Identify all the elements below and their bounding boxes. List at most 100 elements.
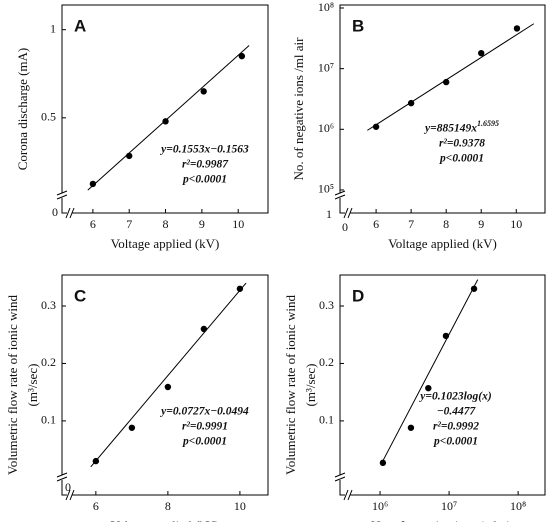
- panel-label: D: [352, 286, 364, 305]
- y-tick-label: 0.3: [41, 298, 56, 312]
- data-point: [236, 285, 244, 292]
- axis-break-gap: [59, 193, 65, 198]
- data-point: [513, 25, 521, 32]
- axis-break-gap: [337, 475, 343, 480]
- x-axis-label: Voltage applied (kV): [111, 518, 220, 522]
- fit-annotation: p<0.0001: [439, 153, 484, 165]
- axis-break: [334, 190, 346, 200]
- fit-annotation: y=885149x1.6595: [423, 119, 499, 135]
- x-tick-label: 10: [234, 499, 246, 513]
- data-point: [92, 457, 100, 465]
- x-tick-label: 7: [126, 217, 132, 231]
- data-point: [128, 424, 136, 431]
- x-tick-label: 10: [232, 217, 244, 231]
- origin-label: 0: [52, 205, 58, 219]
- axis-break: [343, 489, 353, 501]
- data-point: [442, 332, 450, 340]
- x-tick-label: 8: [165, 499, 171, 513]
- axis-break-gap: [345, 210, 350, 216]
- x-tick-label: 6: [90, 217, 96, 231]
- x-tick-label: 8: [163, 217, 169, 231]
- data-point: [162, 118, 169, 125]
- fit-line: [90, 282, 247, 468]
- panel-label: C: [74, 286, 86, 305]
- y-axis-label: No. of negative ions /ml air: [291, 37, 306, 181]
- axis-break-gap: [59, 475, 65, 480]
- axis-break-gap: [67, 210, 72, 216]
- y-axis-label: Corona discharge (mA): [15, 48, 30, 171]
- x-tick-label: 6: [93, 499, 99, 513]
- y-tick-label: 0.1: [41, 413, 56, 427]
- data-point: [425, 384, 432, 392]
- fit-annotation: p<0.0001: [433, 436, 478, 448]
- data-point: [126, 152, 133, 160]
- fit-line: [380, 279, 479, 465]
- origin-label: 0: [65, 480, 71, 494]
- data-point: [200, 88, 207, 95]
- x-tick-label: 9: [478, 217, 484, 231]
- x-tick-label: 10: [510, 217, 522, 231]
- axis-break: [334, 472, 346, 482]
- data-point: [407, 99, 415, 107]
- y-tick-label: 10⁸: [318, 0, 334, 14]
- fit-annotation: −0.4477: [437, 406, 477, 418]
- y-tick-label: 10⁶: [318, 121, 334, 135]
- axis-break: [56, 190, 68, 200]
- data-point: [200, 325, 208, 333]
- y-tick-label: 0.1: [319, 413, 334, 427]
- y-tick-label: 0.2: [41, 355, 56, 369]
- fit-annotation: r²=0.9987: [182, 159, 229, 171]
- data-point: [478, 49, 485, 57]
- x-tick-label: 6: [373, 217, 379, 231]
- fit-annotation: y=0.0727x−0.0494: [159, 406, 249, 418]
- fit-line: [87, 45, 250, 191]
- x-tick-label: 10⁶: [372, 499, 388, 513]
- fit-annotation: r²=0.9378: [439, 138, 485, 150]
- y-tick-label: 10⁵: [318, 182, 334, 196]
- data-point: [470, 285, 478, 292]
- data-point: [164, 383, 172, 391]
- y-tick-label: 1: [50, 21, 56, 35]
- axis-break-gap: [67, 492, 72, 498]
- x-axis-label: Voltage applied (kV): [388, 236, 497, 251]
- x-tick-label: 8: [443, 217, 449, 231]
- origin-label: 0: [342, 220, 348, 234]
- data-point: [407, 424, 415, 431]
- panel-label: A: [74, 16, 86, 35]
- x-tick-label: 9: [199, 217, 205, 231]
- y-tick-label: 0.5: [41, 110, 56, 124]
- x-tick-label: 7: [408, 217, 414, 231]
- axis-break: [65, 489, 75, 501]
- y-tick-label: 0.3: [319, 298, 334, 312]
- data-point: [238, 52, 246, 60]
- y-axis-label: (m³/sec): [25, 364, 40, 407]
- fit-line: [367, 23, 535, 131]
- data-point: [89, 180, 97, 188]
- x-tick-label: 10⁷: [441, 499, 457, 513]
- data-point: [442, 78, 450, 86]
- plot-frame: [61, 274, 269, 496]
- x-axis-label: No. of negative ions /ml air: [371, 518, 515, 522]
- fit-exponent: 1.6595: [477, 119, 499, 128]
- fit-annotation: p<0.0001: [182, 174, 227, 186]
- x-axis-label: Voltage applied (kV): [111, 236, 220, 251]
- axis-break-gap: [337, 193, 343, 198]
- y-tick-label: 10⁷: [318, 60, 334, 74]
- axis-break: [65, 207, 75, 219]
- panel-label: B: [352, 16, 364, 35]
- plot-frame: [339, 274, 546, 496]
- plot-frame: [61, 4, 269, 214]
- axis-break-gap: [345, 492, 350, 498]
- fit-annotation: p<0.0001: [182, 436, 227, 448]
- fit-annotation: r²=0.9992: [433, 421, 479, 433]
- y-axis-label: Volumetric flow rate of ionic wind: [5, 295, 20, 475]
- axis-break: [343, 207, 353, 219]
- fit-annotation: y=0.1023log(x): [418, 391, 492, 403]
- x-tick-label: 10⁸: [510, 499, 526, 513]
- y-axis-label: Volumetric flow rate of ionic wind: [283, 295, 298, 475]
- y-axis-label: (m³/sec): [303, 364, 318, 407]
- fit-annotation: r²=0.9991: [182, 421, 228, 433]
- axis-break: [56, 472, 68, 482]
- data-point: [372, 123, 380, 130]
